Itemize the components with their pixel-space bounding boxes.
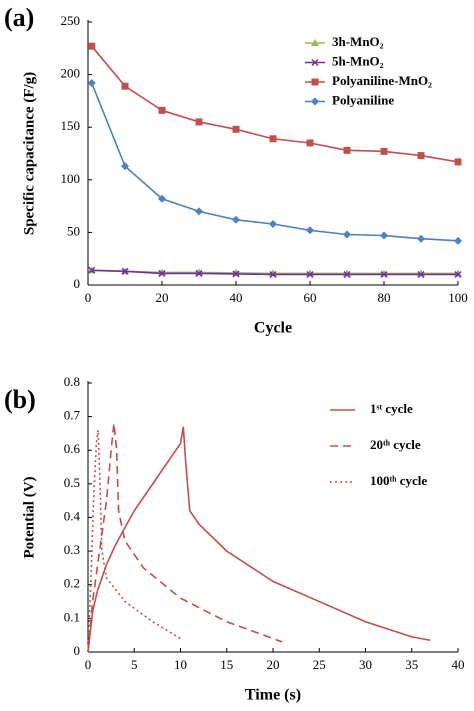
- legend-label: 5h-MnO₂: [332, 53, 384, 68]
- y-tick-label: 50: [67, 223, 80, 238]
- marker: [417, 234, 425, 243]
- marker: [343, 146, 351, 154]
- marker: [343, 230, 351, 239]
- legend-label: Polyaniline: [332, 92, 394, 107]
- y-tick-label: 0.8: [64, 374, 80, 389]
- marker: [380, 270, 388, 279]
- marker: [87, 79, 96, 88]
- panel-label: (a): [4, 3, 34, 32]
- x-tick-label: 40: [230, 290, 243, 305]
- y-tick-label: 200: [61, 66, 81, 81]
- x-tick-label: 0: [85, 657, 92, 672]
- x-tick-label: 80: [378, 290, 391, 305]
- x-tick-label: 20: [156, 290, 169, 305]
- series-line: [87, 429, 181, 653]
- marker: [121, 82, 129, 90]
- marker: [158, 194, 166, 203]
- y-axis-title: Specific capacitance (F/g): [21, 72, 37, 235]
- marker: [380, 231, 388, 240]
- y-tick-label: 150: [61, 118, 81, 133]
- series-line: [90, 82, 459, 242]
- y-tick-label: 0: [74, 276, 81, 291]
- x-tick-label: 20: [267, 657, 280, 672]
- marker: [311, 58, 319, 67]
- legend-label: 20ᵗʰ cycle: [370, 437, 421, 452]
- marker: [306, 139, 314, 147]
- marker: [195, 207, 203, 216]
- x-tick-label: 30: [359, 657, 372, 672]
- marker: [158, 106, 166, 114]
- x-tick-label: 35: [405, 657, 418, 672]
- marker: [269, 219, 277, 228]
- marker: [311, 97, 319, 106]
- marker: [311, 39, 319, 46]
- marker: [232, 270, 240, 278]
- marker: [311, 78, 319, 86]
- x-tick-label: 100: [448, 290, 468, 305]
- series-line: [91, 45, 459, 163]
- marker: [417, 152, 425, 160]
- marker: [380, 147, 388, 155]
- marker: [88, 266, 96, 274]
- marker: [232, 125, 240, 133]
- legend-label: 3h-MnO₂: [332, 34, 384, 49]
- y-tick-label: 0.6: [64, 441, 81, 456]
- y-tick-label: 100: [61, 171, 81, 186]
- y-tick-label: 0.2: [64, 576, 80, 591]
- marker: [121, 267, 129, 275]
- marker: [454, 236, 462, 245]
- x-tick-label: 60: [304, 290, 317, 305]
- series-line: [87, 423, 283, 653]
- marker: [417, 270, 425, 279]
- marker: [269, 270, 277, 279]
- marker: [454, 270, 462, 279]
- x-tick-label: 40: [452, 657, 465, 672]
- x-tick-label: 5: [131, 657, 138, 672]
- x-axis-title: Cycle: [254, 320, 292, 337]
- x-tick-label: 10: [174, 657, 187, 672]
- series-line: [87, 426, 431, 653]
- marker: [306, 226, 314, 235]
- legend-label: Polyaniline-MnO₂: [332, 73, 432, 88]
- panel-label: (b): [4, 385, 36, 414]
- marker: [195, 118, 203, 126]
- x-tick-label: 15: [220, 657, 233, 672]
- marker: [88, 42, 96, 50]
- y-tick-label: 0.7: [64, 408, 81, 423]
- y-tick-label: 0.4: [64, 508, 81, 523]
- y-tick-label: 0.1: [64, 609, 80, 624]
- marker: [269, 135, 277, 143]
- marker: [343, 270, 351, 279]
- x-tick-label: 25: [313, 657, 326, 672]
- legend-label: 1ˢᵗ cycle: [370, 401, 413, 416]
- marker: [232, 215, 240, 224]
- marker: [121, 162, 129, 171]
- x-tick-label: 0: [85, 290, 92, 305]
- legend-label: 100ᵗʰ cycle: [370, 473, 427, 488]
- y-tick-label: 250: [61, 13, 81, 28]
- marker: [195, 269, 203, 277]
- marker: [158, 269, 166, 277]
- y-tick-label: 0.5: [64, 475, 80, 490]
- marker: [454, 158, 462, 166]
- y-axis-title: Potential (V): [21, 476, 37, 558]
- y-tick-label: 0: [74, 643, 81, 658]
- x-axis-title: Time (s): [245, 687, 301, 704]
- marker: [306, 270, 314, 279]
- y-tick-label: 0.3: [64, 542, 80, 557]
